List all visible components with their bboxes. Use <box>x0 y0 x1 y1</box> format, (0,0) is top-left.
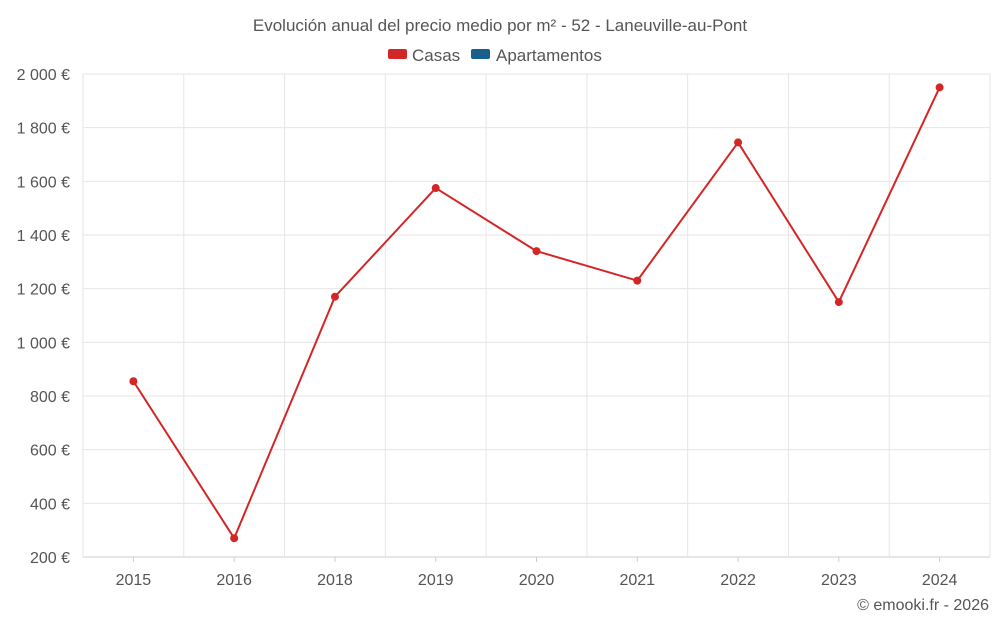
x-axis: 2015 2016 2018 2019 2020 2021 2022 2023 2024 <box>116 557 958 589</box>
data-point-casas-2018[interactable] <box>330 292 339 301</box>
y-tick-label: 800 € <box>30 389 70 406</box>
series-line-casas <box>132 86 941 540</box>
y-tick-label: 200 € <box>30 550 70 567</box>
data-point-casas-2019[interactable] <box>431 184 440 193</box>
y-tick-label: 1 000 € <box>17 335 70 352</box>
y-axis: 200 € 400 € 600 € 800 € 1 000 € 1 200 € 1 400 … <box>17 67 70 567</box>
x-tick-label: 2019 <box>418 572 454 589</box>
x-tick-label: 2020 <box>519 572 555 589</box>
legend-swatch-casas <box>388 49 407 59</box>
legend-label-casas: Casas <box>412 46 460 65</box>
data-point-casas-2022[interactable] <box>734 138 743 147</box>
series-group <box>129 83 944 543</box>
x-tick-label: 2016 <box>216 572 252 589</box>
y-tick-label: 2 000 € <box>17 67 70 84</box>
y-tick-label: 600 € <box>30 443 70 460</box>
y-tick-label: 1 600 € <box>17 174 70 191</box>
grid <box>82 73 991 558</box>
x-tick-label: 2022 <box>720 572 756 589</box>
data-point-casas-2024[interactable] <box>935 83 944 92</box>
legend-item-casas[interactable]: Casas <box>388 46 460 65</box>
y-tick-label: 400 € <box>30 496 70 513</box>
x-tick-label: 2023 <box>821 572 857 589</box>
data-point-casas-2015[interactable] <box>129 377 138 386</box>
y-tick-label: 1 800 € <box>17 121 70 138</box>
legend-item-apartamentos[interactable]: Apartamentos <box>471 46 602 65</box>
x-tick-label: 2021 <box>619 572 655 589</box>
legend: Casas Apartamentos <box>388 46 602 65</box>
data-point-casas-2021[interactable] <box>633 276 642 285</box>
y-tick-label: 1 200 € <box>17 282 70 299</box>
x-tick-label: 2024 <box>922 572 958 589</box>
data-point-casas-2020[interactable] <box>532 247 541 256</box>
credit-text: © emooki.fr - 2026 <box>857 597 989 614</box>
legend-label-apartamentos: Apartamentos <box>496 46 602 65</box>
data-point-casas-2016[interactable] <box>230 534 239 543</box>
x-tick-label: 2015 <box>116 572 152 589</box>
x-tick-label: 2018 <box>317 572 353 589</box>
chart-title: Evolución anual del precio medio por m² … <box>253 16 747 35</box>
legend-swatch-apartamentos <box>471 49 490 59</box>
data-point-casas-2023[interactable] <box>834 298 843 307</box>
y-tick-label: 1 400 € <box>17 228 70 245</box>
